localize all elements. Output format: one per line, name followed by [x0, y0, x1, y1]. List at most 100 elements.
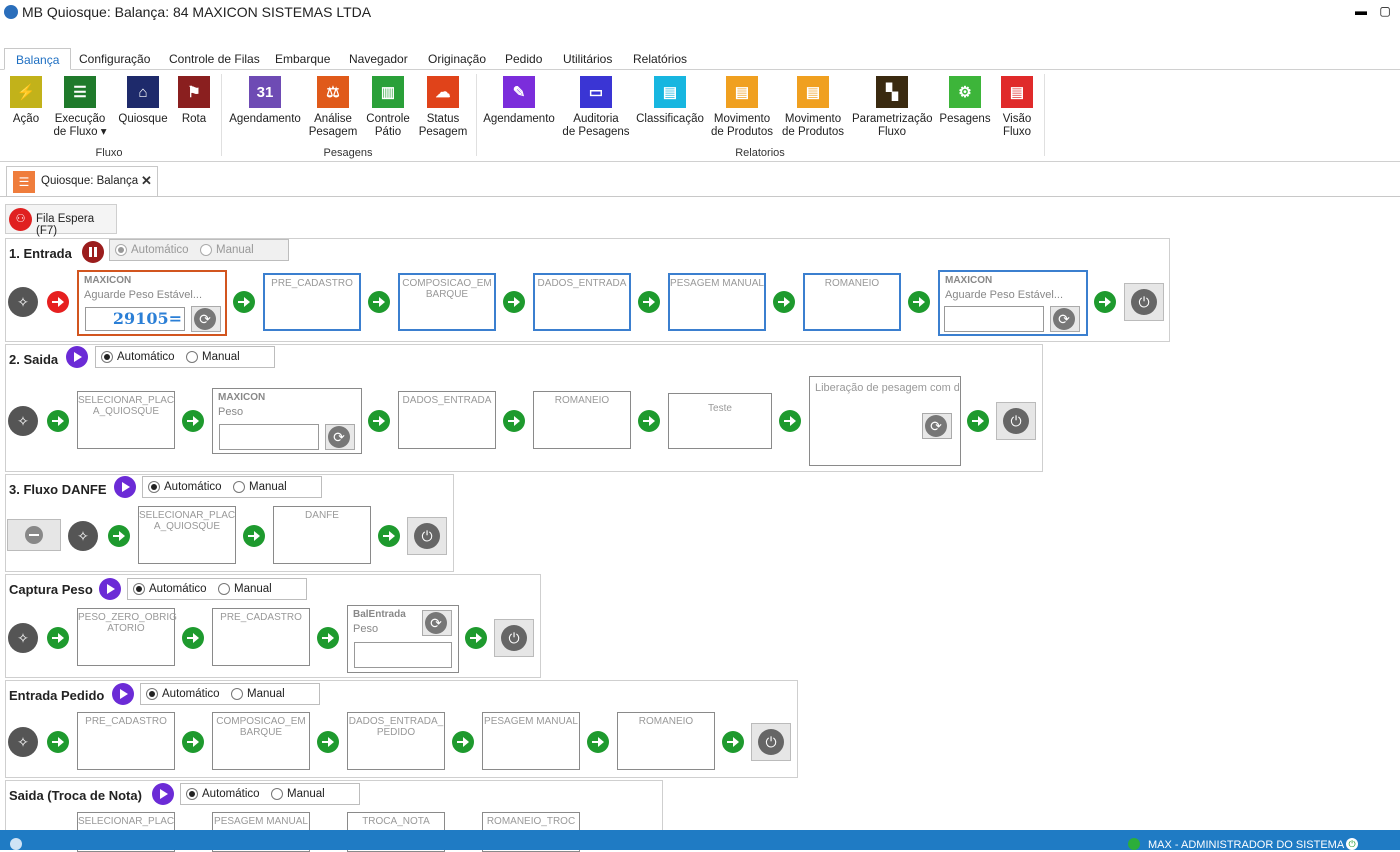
- queue-alert-icon: ⚇: [9, 208, 32, 231]
- pause-icon[interactable]: [82, 241, 104, 263]
- broom-icon[interactable]: ✧: [8, 287, 38, 317]
- radio-automatico[interactable]: Automático: [101, 351, 175, 363]
- tab-divider: [0, 196, 1400, 197]
- quiosque-button[interactable]: ⌂ Quiosque: [116, 76, 170, 126]
- menu-tab-relatorios[interactable]: Relatórios: [633, 52, 688, 66]
- movimento-de-produtos-button[interactable]: ▤ Movimento de Produtos: [710, 76, 774, 139]
- power-icon[interactable]: ⏻: [1346, 838, 1358, 850]
- maximize-button[interactable]: ▢: [1379, 4, 1391, 18]
- step-composicao-embarque[interactable]: COMPOSICAO_EM BARQUE: [398, 273, 496, 331]
- agendamento-relatorio-button[interactable]: ✎ Agendamento: [482, 76, 556, 126]
- minimize-button[interactable]: ▬: [1355, 4, 1367, 18]
- radio-automatico[interactable]: Automático: [133, 583, 207, 595]
- scale-name: MAXICON: [84, 275, 132, 286]
- visao-fluxo-button[interactable]: ▤ Visão Fluxo: [998, 76, 1036, 139]
- step-dados-entrada-pedido[interactable]: DADOS_ENTRADA_ PEDIDO: [347, 712, 445, 770]
- acao-button[interactable]: ⚡ Ação: [6, 76, 46, 126]
- power-button[interactable]: [996, 402, 1036, 440]
- menu-tab-originacao[interactable]: Originação: [428, 52, 487, 66]
- play-icon[interactable]: [114, 476, 136, 498]
- step-label: Liberação de pesagem com div: [815, 382, 959, 394]
- step-pesagem-manual[interactable]: PESAGEM MANUAL: [668, 273, 766, 331]
- step-liberacao-pesagem[interactable]: Liberação de pesagem com div: [809, 376, 961, 466]
- flow-title: Saida (Troca de Nota): [9, 788, 142, 803]
- power-button[interactable]: [751, 723, 791, 761]
- step-teste[interactable]: Teste: [668, 393, 772, 449]
- execucao-de-fluxo-button[interactable]: ☰ Execução de Fluxo ▾: [52, 76, 108, 139]
- menu-tab-controle-de-filas[interactable]: Controle de Filas: [169, 52, 260, 66]
- radio-manual[interactable]: Manual: [186, 351, 240, 363]
- radio-manual[interactable]: Manual: [271, 788, 325, 800]
- power-button[interactable]: [494, 619, 534, 657]
- broom-icon[interactable]: ✧: [68, 521, 98, 551]
- parametrizacao-fluxo-button[interactable]: ▚ Parametrização Fluxo: [852, 76, 933, 139]
- refresh-icon[interactable]: [325, 424, 355, 450]
- step-selecionar-placa[interactable]: SELECIONAR_PLAC A_QUIOSQUE: [138, 506, 236, 564]
- step-romaneio[interactable]: ROMANEIO: [533, 391, 631, 449]
- step-peso-zero[interactable]: PESO_ZERO_OBRIG ATORIO: [77, 608, 177, 666]
- mode-selector: Automático Manual: [95, 346, 275, 368]
- rota-button[interactable]: ⚑ Rota: [176, 76, 212, 126]
- menu-tab-navegador[interactable]: Navegador: [349, 52, 408, 66]
- menu-tab-embarque[interactable]: Embarque: [275, 52, 331, 66]
- power-button[interactable]: [407, 517, 447, 555]
- step-dados-entrada[interactable]: DADOS_ENTRADA: [398, 391, 496, 449]
- list-icon: ☰: [64, 76, 96, 108]
- close-tab-button[interactable]: ✕: [141, 173, 152, 188]
- step-romaneio[interactable]: ROMANEIO: [617, 712, 715, 770]
- radio-manual[interactable]: Manual: [218, 583, 272, 595]
- step-pre-cadastro[interactable]: PRE_CADASTRO: [212, 608, 310, 666]
- step-dados-entrada[interactable]: DADOS_ENTRADA: [533, 273, 631, 331]
- house-icon: ⌂: [127, 76, 159, 108]
- menu-tab-utilitarios[interactable]: Utilitários: [563, 52, 613, 66]
- remove-button[interactable]: [7, 519, 61, 551]
- play-icon[interactable]: [152, 783, 174, 805]
- step-pesagem-manual[interactable]: PESAGEM MANUAL: [482, 712, 580, 770]
- auditoria-de-pesagens-button[interactable]: ▭ Auditoria de Pesagens: [562, 76, 630, 139]
- arrow-right-icon: [378, 525, 400, 547]
- agendamento-pesagem-button[interactable]: 31 Agendamento: [228, 76, 302, 126]
- refresh-icon[interactable]: [922, 413, 952, 439]
- radio-automatico[interactable]: Automático: [186, 788, 260, 800]
- radio-manual[interactable]: Manual: [200, 244, 254, 256]
- fila-espera-button[interactable]: ⚇ Fila Espera (F7): [5, 204, 117, 237]
- step-danfe[interactable]: DANFE: [273, 506, 371, 564]
- play-icon[interactable]: [66, 346, 88, 368]
- step-romaneio[interactable]: ROMANEIO: [803, 273, 901, 331]
- agendamento-label: Agendamento: [229, 113, 301, 125]
- step-composicao-embarque[interactable]: COMPOSICAO_EM BARQUE: [212, 712, 310, 770]
- classificacao-button[interactable]: ▤ Classificação: [636, 76, 704, 126]
- list-icon: ☰: [13, 171, 35, 193]
- power-button[interactable]: [1124, 283, 1164, 321]
- movimento-de-produtos-2-button[interactable]: ▤ Movimento de Produtos: [781, 76, 845, 139]
- tab-quiosque-balanca[interactable]: ☰ Quiosque: Balança ✕: [6, 166, 158, 196]
- menu-tab-pedido[interactable]: Pedido: [505, 52, 543, 66]
- status-pesagem-button[interactable]: ☁ Status Pesagem: [418, 76, 468, 139]
- fila-espera-label: Fila Espera (F7): [36, 213, 95, 237]
- radio-automatico[interactable]: Automático: [148, 481, 222, 493]
- step-selecionar-placa[interactable]: SELECIONAR_PLAC A_QUIOSQUE: [77, 391, 175, 449]
- play-icon[interactable]: [99, 578, 121, 600]
- broom-icon[interactable]: ✧: [8, 406, 38, 436]
- radio-manual[interactable]: Manual: [233, 481, 287, 493]
- flow-title: 1. Entrada: [9, 246, 72, 261]
- refresh-icon[interactable]: [422, 610, 452, 636]
- menu-tab-balanca[interactable]: Balança: [4, 48, 72, 70]
- scale-status: Aguarde Peso Estável...: [84, 289, 203, 301]
- scale-widget-maxicon: MAXICON Aguarde Peso Estável... 29105=: [77, 270, 227, 336]
- step-pre-cadastro[interactable]: PRE_CADASTRO: [263, 273, 361, 331]
- menu-tab-configuracao[interactable]: Configuração: [79, 52, 151, 66]
- analise-pesagem-button[interactable]: ⚖ Análise Pesagem: [308, 76, 358, 139]
- play-icon[interactable]: [112, 683, 134, 705]
- controle-patio-button[interactable]: ▥ Controle Pátio: [364, 76, 412, 139]
- radio-automatico[interactable]: Automático: [146, 688, 220, 700]
- refresh-icon[interactable]: [191, 306, 221, 332]
- radio-manual[interactable]: Manual: [231, 688, 285, 700]
- gavel-icon: ⚖: [317, 76, 349, 108]
- broom-icon[interactable]: ✧: [8, 623, 38, 653]
- step-pre-cadastro[interactable]: PRE_CADASTRO: [77, 712, 175, 770]
- pesagens-button[interactable]: ⚙ Pesagens: [938, 76, 992, 126]
- radio-automatico[interactable]: Automático: [115, 244, 189, 256]
- broom-icon[interactable]: ✧: [8, 727, 38, 757]
- refresh-icon[interactable]: [1050, 306, 1080, 332]
